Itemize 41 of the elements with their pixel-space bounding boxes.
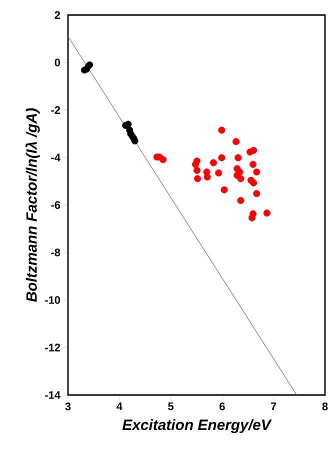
y-tick-label: -10	[45, 296, 60, 304]
y-tick-label: -14	[45, 391, 60, 399]
point	[215, 169, 222, 176]
point	[236, 168, 244, 176]
point	[253, 168, 260, 176]
point	[253, 190, 260, 198]
point	[194, 175, 202, 182]
point	[250, 179, 258, 186]
x-tick-label: 5	[168, 402, 174, 410]
point	[250, 146, 258, 154]
point	[204, 173, 211, 180]
x-tick-label: 4	[116, 402, 122, 410]
x-tick-label: 3	[65, 402, 71, 410]
point	[160, 156, 167, 164]
point	[218, 154, 226, 162]
point	[194, 166, 201, 174]
point	[248, 214, 256, 222]
point	[218, 126, 226, 134]
x-tick-label: 8	[322, 402, 328, 410]
point	[220, 186, 228, 194]
x-axis-title: Excitation Energy/eV	[122, 419, 272, 434]
point	[124, 120, 132, 128]
point	[237, 175, 244, 182]
y-tick-label: -2	[51, 106, 60, 114]
point	[237, 196, 244, 204]
point	[250, 160, 257, 168]
y-axis-title: Boltzmann Factor/ln(Iλ /gA)	[25, 108, 40, 302]
point	[131, 137, 138, 144]
point	[232, 138, 240, 146]
y-tick-label: -12	[45, 344, 60, 352]
point	[263, 210, 270, 217]
y-tick-label: -4	[51, 154, 60, 162]
point	[210, 159, 217, 166]
y-tick-label: -8	[51, 248, 60, 256]
y-tick-label: -6	[51, 201, 60, 209]
y-tick-label: 2	[54, 11, 60, 19]
y-tick-label: 0	[54, 58, 60, 66]
x-tick-label: 6	[220, 402, 225, 410]
x-tick-label: 7	[271, 402, 276, 410]
point	[234, 154, 242, 162]
point	[194, 158, 201, 165]
